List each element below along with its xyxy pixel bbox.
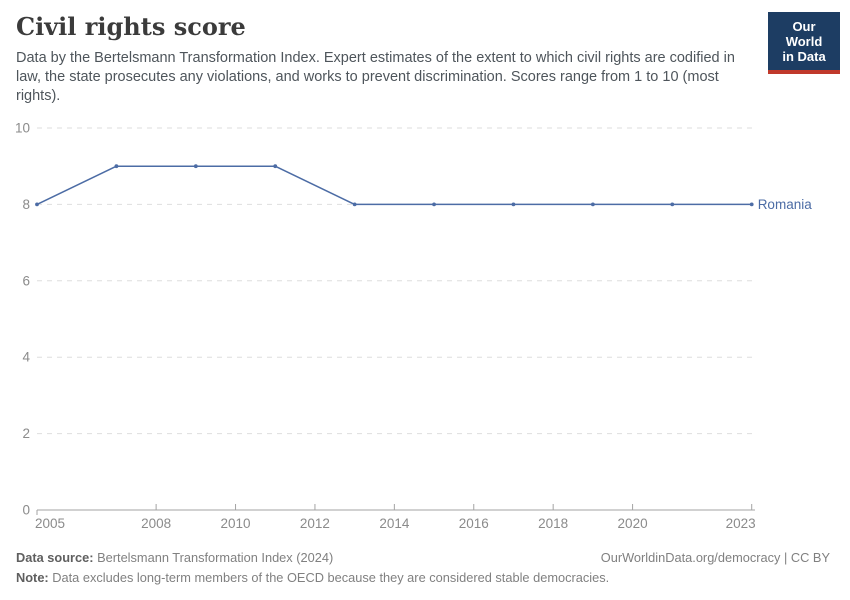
data-source: Data source: Bertelsmann Transformation … [16, 548, 333, 568]
line-chart[interactable]: 0 2 4 6 8 10 2005 2008 2010 2012 2014 2016 2018 2020 2… [0, 0, 850, 545]
x-tick-label: 2012 [300, 516, 330, 531]
data-point[interactable] [352, 202, 357, 207]
data-point[interactable] [432, 202, 436, 207]
chart-subtitle: Data by the Bertelsmann Transformation I… [16, 50, 735, 105]
note-label: Note: [16, 570, 49, 585]
y-tick-label: 10 [15, 121, 30, 136]
series-entity-label[interactable]: Romania [758, 197, 813, 212]
x-tick-label: 2020 [618, 516, 648, 531]
chart-note: Note: Data excludes long-term members of… [16, 568, 830, 588]
owid-logo-line1: Our World [785, 19, 823, 49]
chart-header: Civil rights score Data by the Bertelsma… [16, 12, 754, 106]
data-point[interactable] [193, 164, 198, 169]
owid-url[interactable]: OurWorldinData.org/democracy | CC BY [600, 550, 830, 565]
data-point[interactable] [35, 202, 39, 207]
data-source-text: Bertelsmann Transformation Index (2024) [97, 550, 334, 565]
page-title: Civil rights score [16, 12, 246, 41]
y-tick-label: 0 [22, 503, 30, 518]
series-line[interactable] [36, 165, 753, 206]
x-tick-label: 2005 [35, 516, 65, 531]
data-point[interactable] [749, 202, 754, 207]
data-point[interactable] [511, 202, 516, 207]
data-point[interactable] [114, 164, 119, 169]
x-tick-label: 2016 [459, 516, 489, 531]
y-tick-label: 6 [22, 273, 30, 288]
owid-logo[interactable]: Our World in Data [768, 12, 840, 74]
data-source-label: Data source: [16, 550, 94, 565]
y-tick-label: 4 [22, 350, 30, 365]
y-tick-label: 8 [22, 197, 30, 212]
x-tick-label: 2023 [726, 516, 756, 531]
x-tick-label: 2014 [379, 516, 410, 531]
chart-footer: Data source: Bertelsmann Transformation … [16, 548, 830, 588]
x-tick-label: 2010 [221, 516, 251, 531]
data-point[interactable] [273, 164, 278, 169]
note-text: Data excludes long-term members of the O… [52, 570, 610, 585]
data-point[interactable] [670, 202, 675, 207]
data-point[interactable] [590, 202, 595, 207]
x-tick-label: 2018 [538, 516, 568, 531]
owid-logo-line2: in Data [782, 49, 826, 64]
y-tick-label: 2 [22, 426, 30, 441]
x-tick-label: 2008 [141, 516, 171, 531]
